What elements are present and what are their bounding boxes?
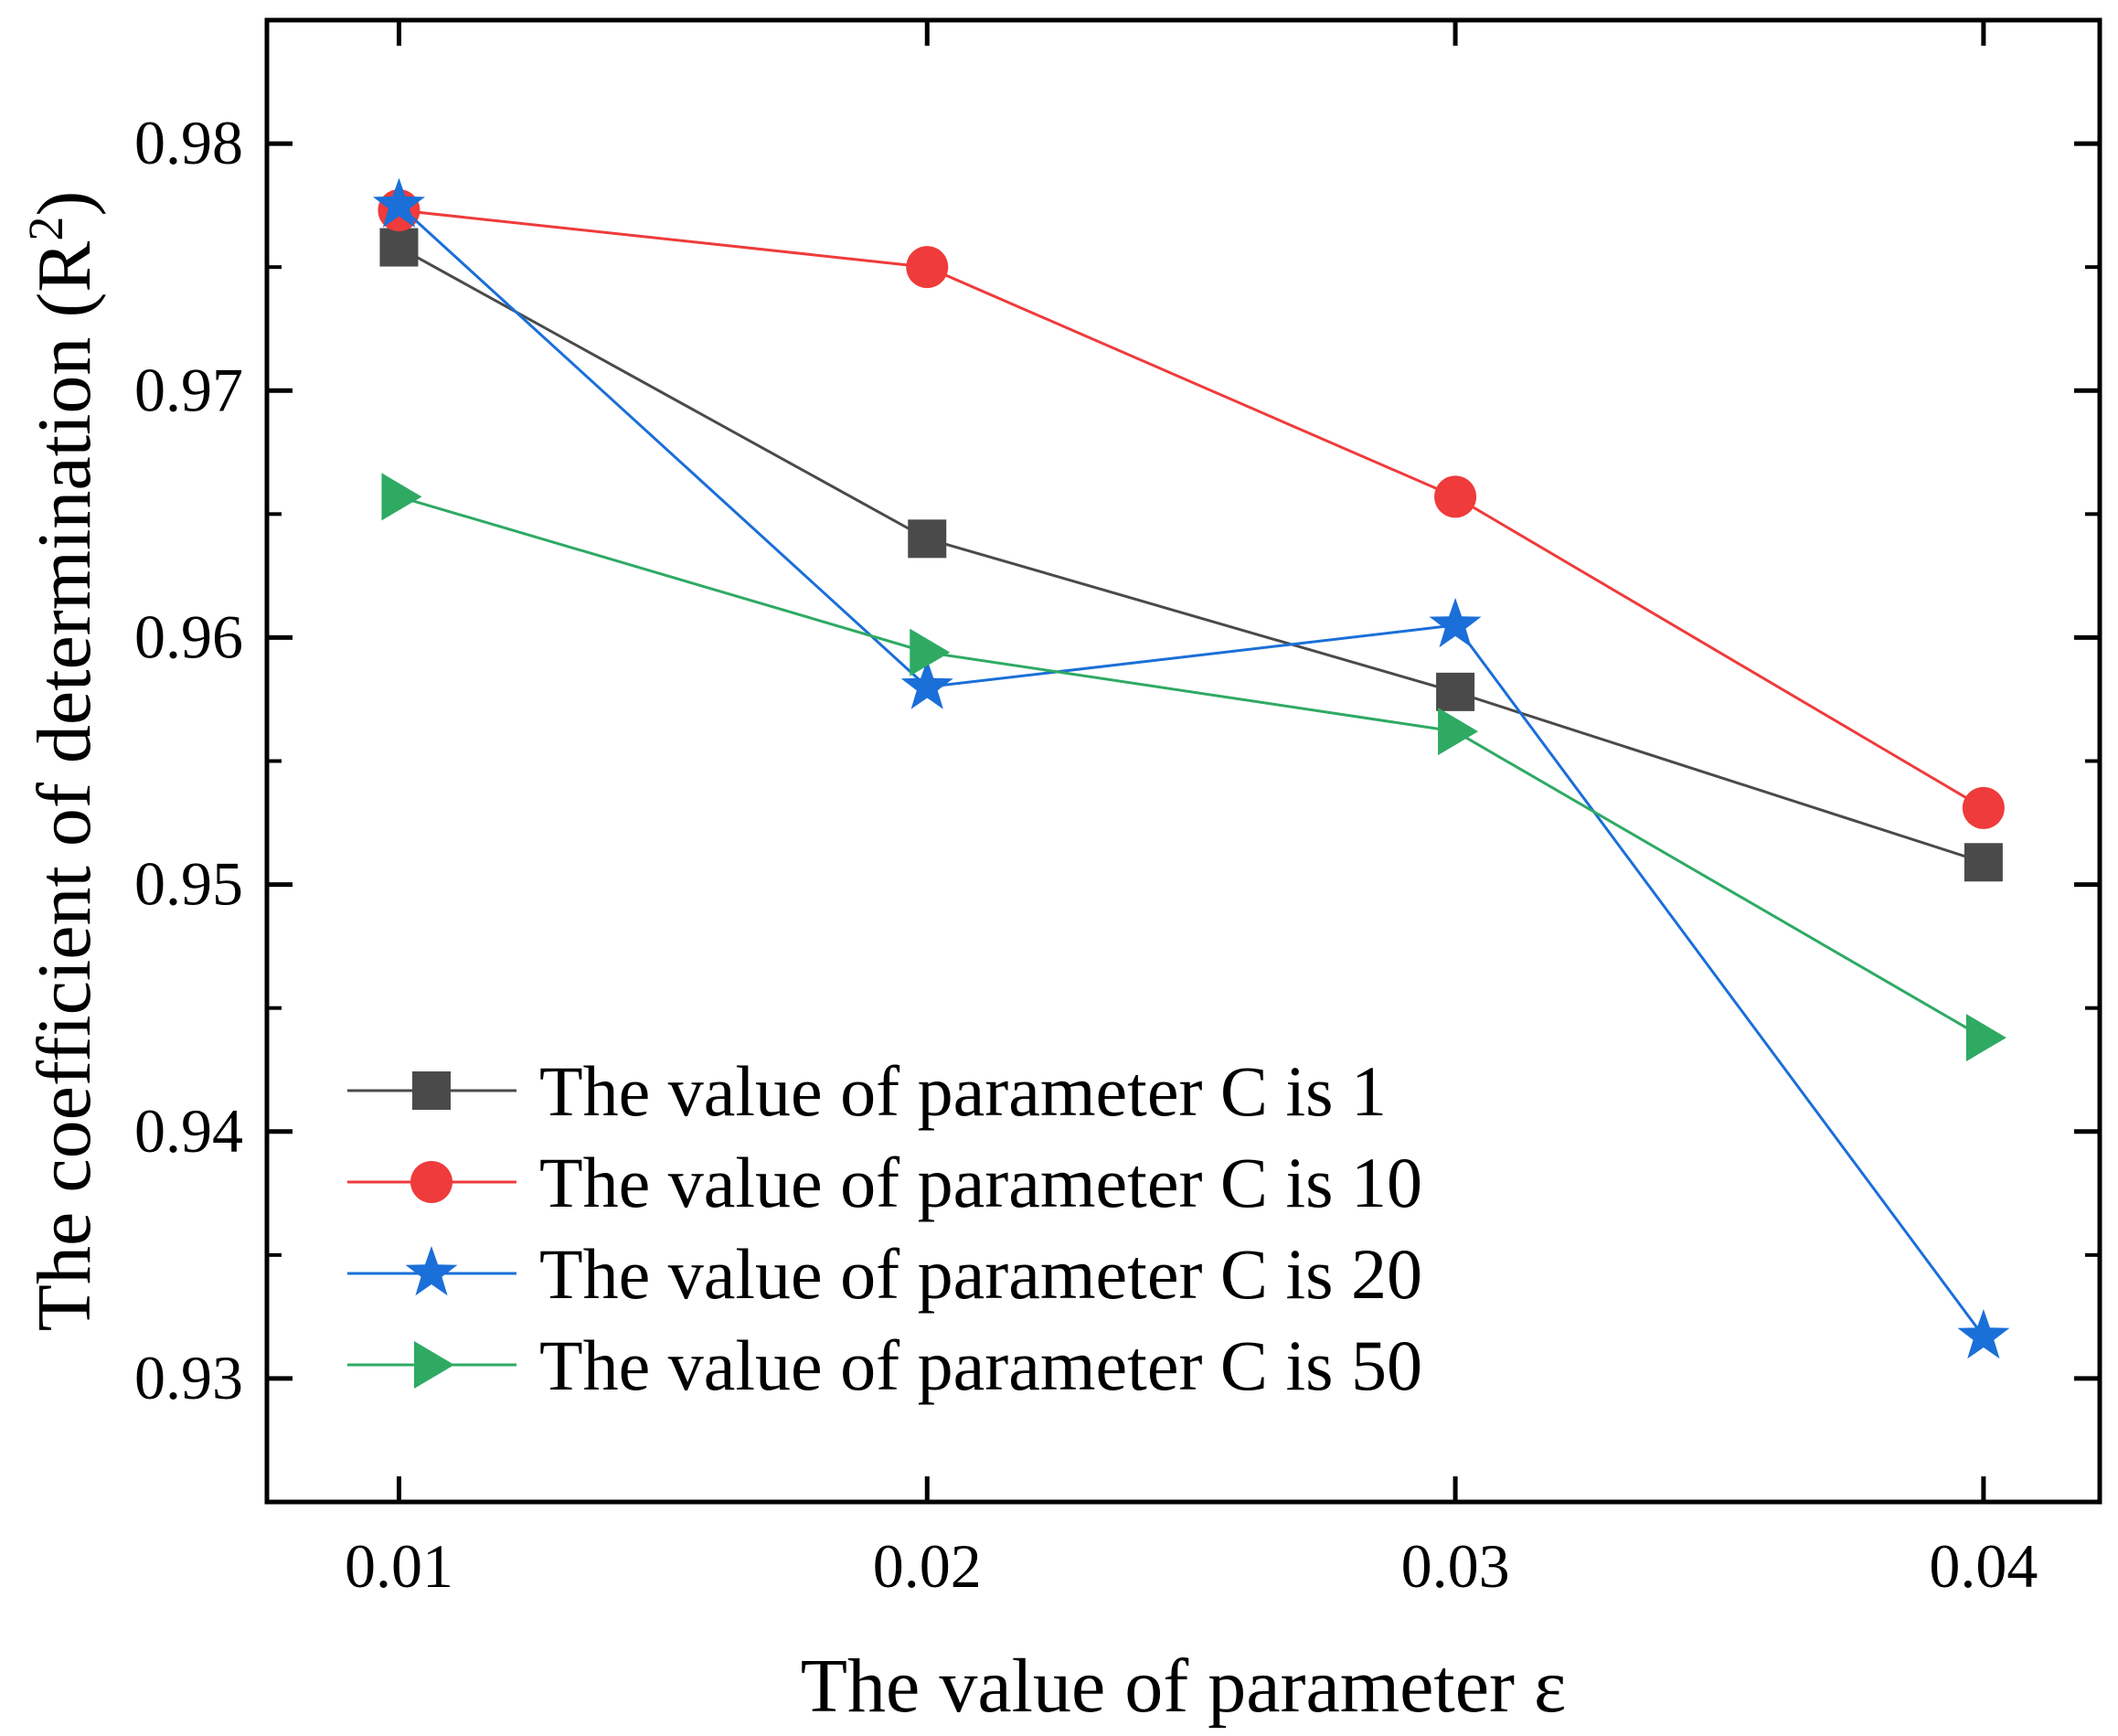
data-point-triangle-right	[1438, 708, 1479, 756]
data-point-triangle-right	[381, 473, 422, 521]
legend: The value of parameter C is 1 The value o…	[347, 1051, 1422, 1405]
legend-label: The value of parameter C is 20	[539, 1234, 1422, 1314]
legend-item: The value of parameter C is 1	[347, 1051, 1387, 1131]
series-line	[399, 495, 1985, 1039]
series-line	[398, 246, 1985, 864]
series-1	[379, 228, 2003, 882]
series-line	[398, 204, 1985, 1337]
legend-item: The value of parameter C is 20	[347, 1234, 1422, 1314]
data-point-star	[1429, 597, 1482, 648]
y-axis-title: The coefficient of determination (R2)	[18, 191, 107, 1332]
data-point-triangle-right	[1965, 1014, 2006, 1062]
legend-label: The value of parameter C is 50	[539, 1326, 1422, 1405]
legend-label: The value of parameter C is 1	[539, 1051, 1387, 1131]
series-2	[378, 189, 2005, 829]
x-tick-label: 0.04	[1929, 1531, 2038, 1601]
legend-marker-star	[405, 1246, 458, 1296]
y-tick-label: 0.97	[134, 355, 243, 424]
data-point-star	[372, 177, 425, 228]
data-point-star	[1957, 1309, 2010, 1359]
y-tick-label: 0.95	[134, 849, 243, 919]
x-tick-label: 0.01	[345, 1531, 453, 1601]
legend-marker-circle	[410, 1161, 452, 1203]
legend-label: The value of parameter C is 10	[539, 1143, 1422, 1222]
y-tick-label: 0.98	[134, 108, 243, 177]
series-layer	[372, 177, 2010, 1359]
series-3	[372, 177, 2010, 1359]
axes-layer: 0.93 0.94 0.95 0.96 0.97 0.98 0.01 0.02 0.03 0.04…	[18, 17, 2102, 1729]
data-point-circle	[906, 246, 949, 289]
data-point-square	[379, 228, 419, 267]
data-point-square	[908, 519, 947, 559]
x-axis-title: The value of parameter ε	[801, 1644, 1567, 1729]
data-point-star	[900, 659, 953, 709]
x-tick-label: 0.02	[873, 1531, 982, 1601]
data-point-square	[1436, 672, 1475, 711]
y-tick-label: 0.93	[134, 1343, 243, 1412]
legend-marker-square	[412, 1071, 451, 1110]
y-tick-label: 0.94	[134, 1096, 243, 1166]
legend-item: The value of parameter C is 50	[347, 1326, 1422, 1405]
data-point-circle	[1434, 475, 1477, 518]
series-line	[399, 208, 1985, 810]
data-point-triangle-right	[910, 628, 951, 676]
x-tick-label: 0.03	[1401, 1531, 1510, 1601]
legend-marker-triangle-right	[414, 1341, 454, 1389]
series-4	[381, 473, 2006, 1062]
data-point-circle	[1962, 786, 2005, 829]
legend-item: The value of parameter C is 10	[347, 1143, 1422, 1222]
data-point-square	[1964, 843, 2003, 882]
y-tick-label: 0.96	[134, 602, 243, 671]
